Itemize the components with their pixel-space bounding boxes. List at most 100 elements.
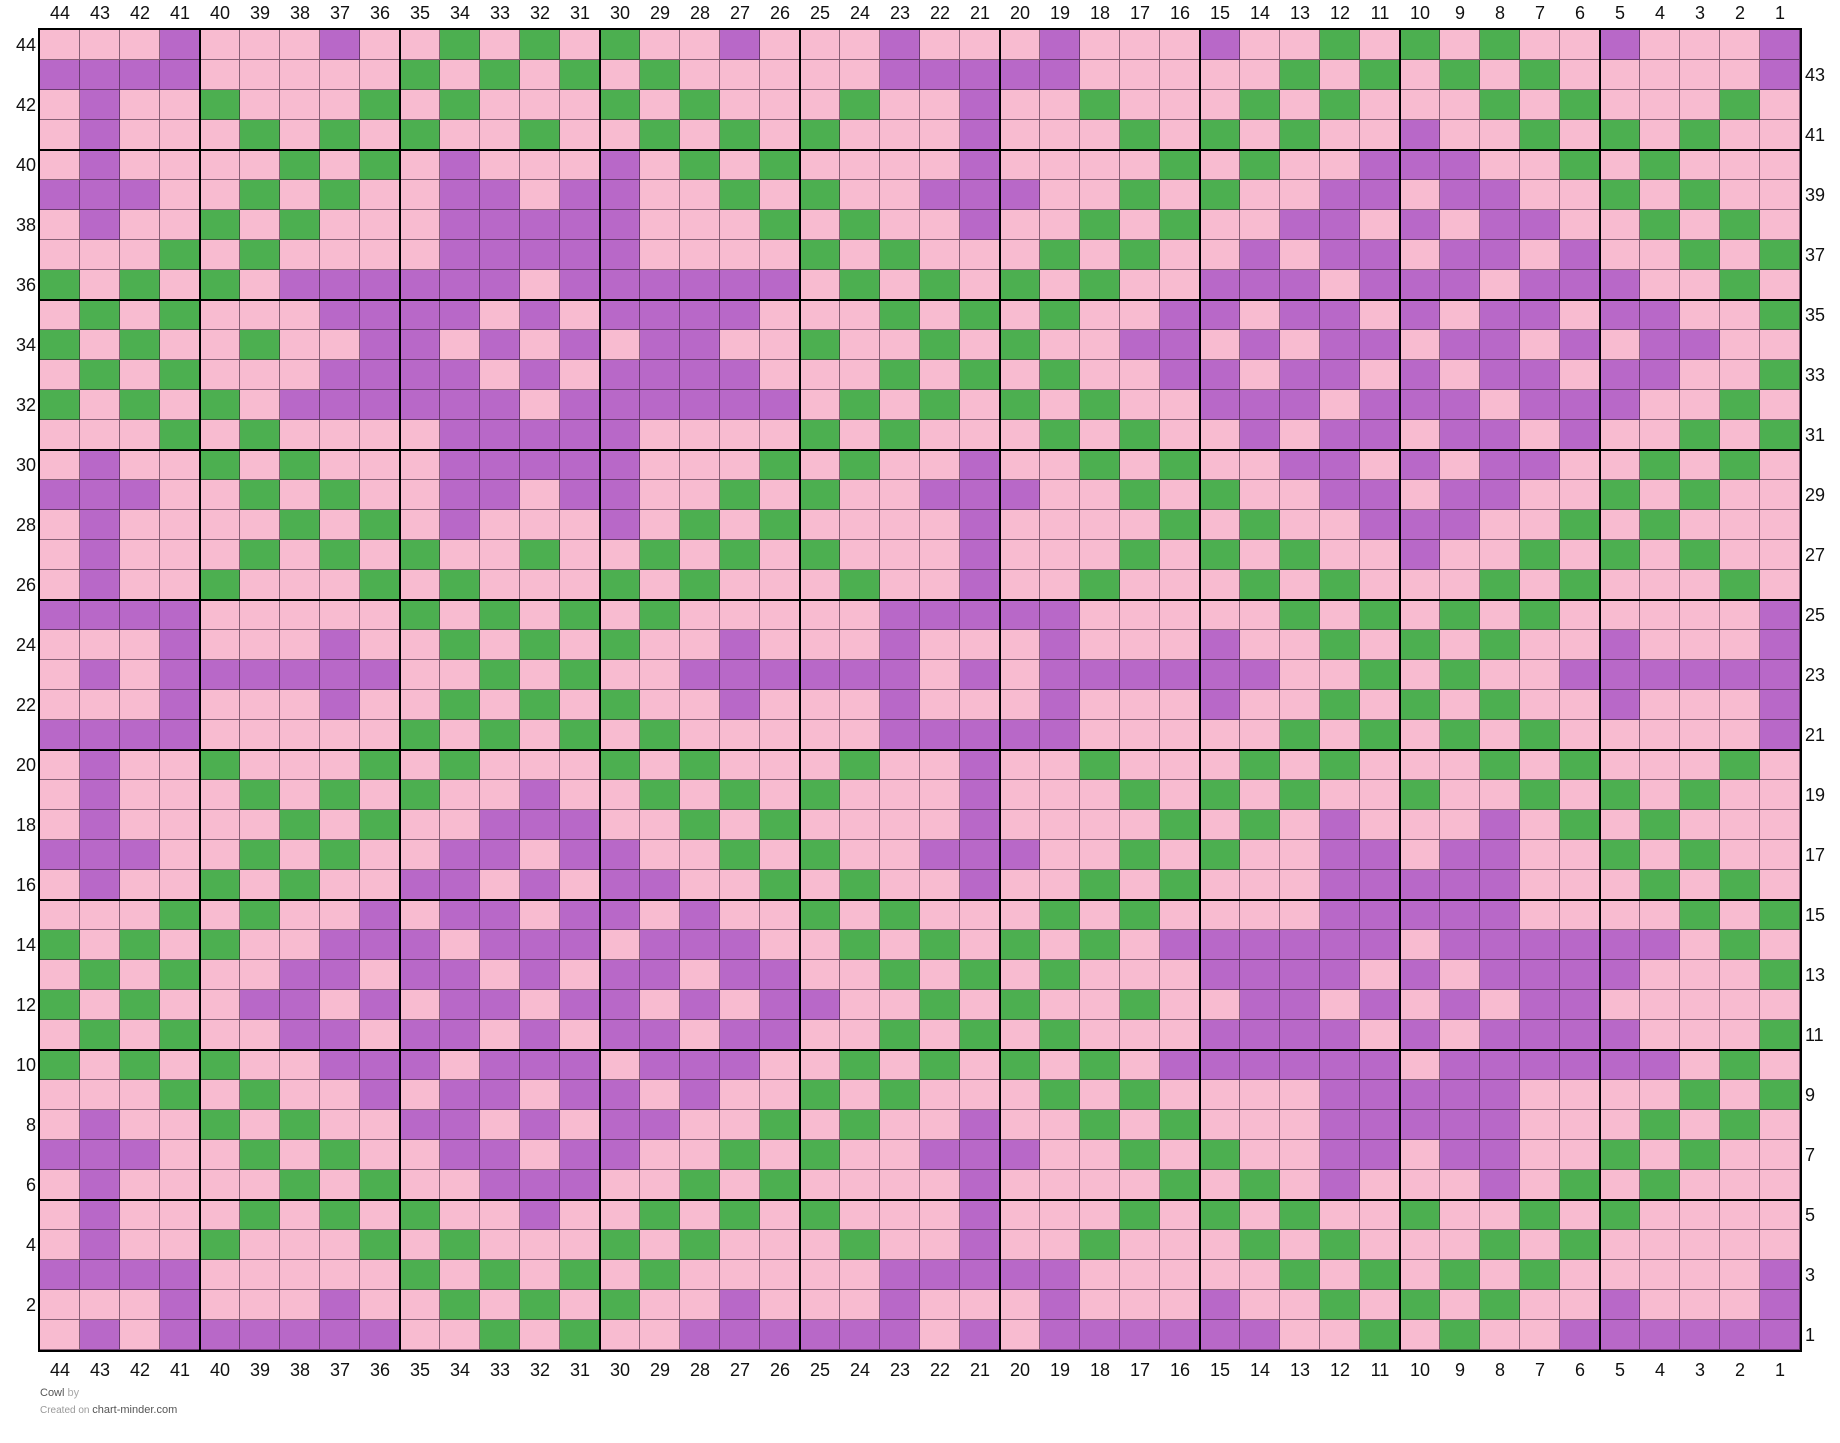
- chart-cell-green: [1520, 600, 1560, 630]
- chart-cell-pink: [40, 300, 80, 330]
- column-label-top: 4: [1654, 3, 1665, 23]
- chart-cell-pink: [1720, 1080, 1760, 1110]
- chart-cell-pink: [680, 480, 720, 510]
- chart-cell-pink: [1080, 150, 1120, 180]
- chart-cell-pink: [1320, 1260, 1360, 1290]
- chart-cell-green: [1760, 360, 1800, 390]
- chart-cell-green: [320, 480, 360, 510]
- chart-cell-green: [1080, 90, 1120, 120]
- chart-cell-pink: [1560, 1140, 1600, 1170]
- chart-cell-green: [320, 1140, 360, 1170]
- chart-cell-pink: [440, 720, 480, 750]
- column-label-bottom: 8: [1494, 1360, 1505, 1380]
- chart-cell-pink: [200, 60, 240, 90]
- column-label-bottom: 39: [249, 1360, 271, 1380]
- chart-cell-purple: [1680, 660, 1720, 690]
- chart-cell-pink: [880, 870, 920, 900]
- chart-cell-green: [280, 450, 320, 480]
- chart-cell-pink: [840, 840, 880, 870]
- chart-cell-pink: [240, 1230, 280, 1260]
- chart-cell-purple: [320, 930, 360, 960]
- chart-cell-purple: [360, 930, 400, 960]
- chart-cell-pink: [800, 750, 840, 780]
- chart-cell-purple: [360, 270, 400, 300]
- chart-cell-pink: [240, 1020, 280, 1050]
- chart-cell-pink: [960, 30, 1000, 60]
- chart-cell-pink: [680, 960, 720, 990]
- chart-cell-pink: [160, 90, 200, 120]
- chart-cell-pink: [1760, 840, 1800, 870]
- chart-cell-pink: [1600, 810, 1640, 840]
- chart-cell-purple: [960, 720, 1000, 750]
- chart-cell-purple: [400, 360, 440, 390]
- chart-cell-pink: [1680, 720, 1720, 750]
- chart-cell-pink: [400, 630, 440, 660]
- chart-cell-pink: [40, 240, 80, 270]
- chart-cell-purple: [600, 1140, 640, 1170]
- chart-cell-pink: [1520, 30, 1560, 60]
- chart-cell-purple: [1040, 30, 1080, 60]
- site-link[interactable]: chart-minder.com: [92, 1404, 178, 1416]
- chart-cell-green: [200, 210, 240, 240]
- chart-cell-pink: [640, 240, 680, 270]
- row-label-right: 15: [1805, 905, 1826, 925]
- chart-cell-pink: [120, 90, 160, 120]
- chart-cell-pink: [280, 720, 320, 750]
- chart-cell-purple: [520, 1050, 560, 1080]
- chart-cell-purple: [440, 1140, 480, 1170]
- chart-cell-purple: [1360, 150, 1400, 180]
- chart-cell-pink: [1760, 270, 1800, 300]
- chart-cell-pink: [360, 1110, 400, 1140]
- chart-cell-pink: [840, 1020, 880, 1050]
- chart-cell-green: [1080, 450, 1120, 480]
- chart-cell-green: [1280, 540, 1320, 570]
- chart-cell-green: [1160, 210, 1200, 240]
- chart-cell-pink: [1080, 30, 1120, 60]
- chart-cell-pink: [560, 780, 600, 810]
- column-label-top: 16: [1169, 3, 1191, 23]
- chart-cell-purple: [80, 1140, 120, 1170]
- chart-cell-purple: [1480, 960, 1520, 990]
- chart-cell-pink: [120, 960, 160, 990]
- chart-cell-purple: [1600, 270, 1640, 300]
- column-label-top: 42: [129, 3, 151, 23]
- chart-cell-green: [320, 180, 360, 210]
- chart-cell-pink: [280, 690, 320, 720]
- chart-cell-pink: [400, 900, 440, 930]
- column-label-top: 43: [89, 3, 111, 23]
- chart-cell-green: [920, 270, 960, 300]
- chart-cell-green: [280, 510, 320, 540]
- chart-cell-pink: [120, 1020, 160, 1050]
- chart-cell-purple: [640, 390, 680, 420]
- chart-cell-pink: [320, 240, 360, 270]
- chart-cell-pink: [1680, 1200, 1720, 1230]
- chart-cell-purple: [840, 660, 880, 690]
- chart-cell-pink: [1080, 780, 1120, 810]
- chart-cell-pink: [240, 1170, 280, 1200]
- chart-cell-purple: [1520, 300, 1560, 330]
- chart-cell-pink: [1440, 210, 1480, 240]
- chart-cell-purple: [1640, 300, 1680, 330]
- chart-cell-pink: [1640, 690, 1680, 720]
- chart-cell-pink: [800, 360, 840, 390]
- chart-cell-pink: [1040, 1110, 1080, 1140]
- chart-cell-pink: [1560, 840, 1600, 870]
- chart-cell-pink: [920, 660, 960, 690]
- chart-cell-pink: [520, 1140, 560, 1170]
- chart-cell-pink: [1160, 60, 1200, 90]
- chart-cell-purple: [640, 360, 680, 390]
- column-label-top: 9: [1454, 3, 1465, 23]
- chart-cell-pink: [440, 1320, 480, 1350]
- chart-cell-pink: [840, 900, 880, 930]
- chart-cell-pink: [920, 1230, 960, 1260]
- chart-cell-green: [80, 1020, 120, 1050]
- chart-cell-pink: [120, 900, 160, 930]
- chart-cell-pink: [520, 270, 560, 300]
- chart-footer: Cowl by Created on chart-minder.com: [40, 1385, 177, 1420]
- chart-cell-pink: [1280, 150, 1320, 180]
- chart-cell-purple: [80, 780, 120, 810]
- chart-cell-pink: [1600, 600, 1640, 630]
- chart-cell-purple: [440, 270, 480, 300]
- chart-cell-pink: [1480, 540, 1520, 570]
- chart-cell-pink: [1360, 360, 1400, 390]
